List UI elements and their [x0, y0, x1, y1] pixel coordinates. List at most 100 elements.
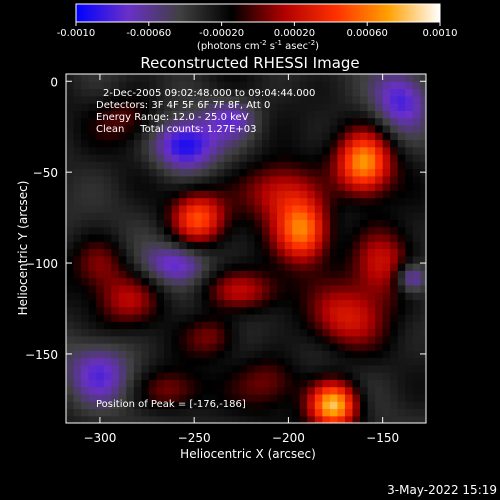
heatmap-cell	[186, 103, 195, 111]
heatmap-cell	[412, 372, 421, 380]
heatmap-cell	[375, 233, 384, 242]
heatmap-cell	[307, 139, 316, 148]
heatmap-cell	[299, 233, 308, 242]
heatmap-cell	[262, 299, 271, 308]
heatmap-cell	[73, 88, 82, 97]
heatmap-cell	[307, 372, 316, 380]
heatmap-cell	[179, 190, 188, 199]
heatmap-cell	[209, 408, 218, 417]
heatmap-cell	[81, 408, 90, 417]
heatmap-cell	[66, 139, 75, 148]
heatmap-cell	[269, 335, 278, 344]
heatmap-cell	[209, 343, 218, 351]
heatmap-cell	[412, 168, 421, 177]
heatmap-cell	[405, 110, 414, 119]
heatmap-cell	[390, 415, 399, 423]
heatmap-cell	[133, 88, 142, 97]
heatmap-cell	[216, 132, 225, 141]
heatmap-cell	[284, 132, 293, 141]
heatmap-cell	[254, 408, 263, 417]
heatmap-cell	[133, 292, 142, 300]
heatmap-cell	[352, 110, 361, 119]
heatmap-cell	[262, 335, 271, 344]
heatmap-cell	[186, 350, 195, 359]
heatmap-cell	[239, 197, 248, 206]
heatmap-cell	[133, 335, 142, 344]
heatmap-cell	[420, 197, 426, 206]
heatmap-cell	[88, 364, 97, 373]
heatmap-cell	[179, 313, 188, 322]
heatmap-cell	[216, 292, 225, 300]
heatmap-cell	[375, 103, 384, 111]
heatmap-cell	[231, 321, 240, 330]
heatmap-cell	[367, 132, 376, 141]
heatmap-cell	[262, 364, 271, 373]
heatmap-cell	[88, 74, 97, 82]
heatmap-cell	[126, 386, 135, 395]
heatmap-cell	[269, 306, 278, 315]
heatmap-cell	[118, 372, 127, 380]
heatmap-cell	[344, 379, 354, 388]
heatmap-cell	[375, 328, 384, 337]
heatmap-cell	[367, 248, 376, 257]
heatmap-cell	[224, 335, 233, 344]
heatmap-cell	[209, 168, 218, 177]
heatmap-cell	[292, 379, 301, 388]
heatmap-cell	[148, 233, 158, 242]
heatmap-cell	[382, 306, 391, 315]
heatmap-cell	[352, 408, 361, 417]
heatmap-cell	[420, 190, 426, 199]
heatmap-cell	[216, 241, 225, 250]
heatmap-cell	[314, 299, 323, 308]
heatmap-cell	[322, 233, 331, 242]
heatmap-cell	[405, 277, 414, 286]
heatmap-cell	[254, 124, 263, 133]
heatmap-cell	[88, 212, 97, 221]
heatmap-cell	[126, 88, 135, 97]
heatmap-cell	[344, 74, 354, 82]
heatmap-cell	[284, 95, 293, 104]
heatmap-cell	[224, 328, 233, 337]
heatmap-cell	[103, 255, 112, 264]
heatmap-cell	[375, 241, 384, 250]
heatmap-cell	[352, 277, 361, 286]
heatmap-cell	[352, 197, 361, 206]
heatmap-cell	[405, 233, 414, 242]
heatmap-cell	[337, 401, 346, 410]
heatmap-cell	[375, 335, 384, 344]
heatmap-cell	[405, 88, 414, 97]
heatmap-cell	[141, 197, 150, 206]
heatmap-cell	[96, 270, 105, 279]
heatmap-cell	[397, 139, 406, 148]
heatmap-cell	[360, 146, 369, 155]
heatmap-cell	[201, 139, 210, 148]
heatmap-cell	[111, 364, 120, 373]
heatmap-cell	[209, 306, 218, 315]
heatmap-cell	[118, 117, 127, 126]
heatmap-cell	[405, 299, 414, 308]
heatmap-cell	[81, 219, 90, 228]
heatmap-cell	[382, 313, 391, 322]
heatmap-cell	[269, 357, 278, 366]
heatmap-cell	[73, 321, 82, 330]
heatmap-cell	[344, 175, 354, 184]
heatmap-cell	[352, 335, 361, 344]
heatmap-cell	[307, 415, 316, 423]
heatmap-cell	[81, 153, 90, 162]
heatmap-cell	[352, 328, 361, 337]
heatmap-cell	[73, 175, 82, 184]
heatmap-cell	[375, 313, 384, 322]
heatmap-cell	[344, 233, 354, 242]
heatmap-cell	[179, 306, 188, 315]
heatmap-cell	[382, 74, 391, 82]
x-tick-label: −300	[83, 431, 116, 445]
heatmap-cell	[307, 306, 316, 315]
heatmap-cell	[420, 401, 426, 410]
heatmap-cell	[412, 401, 421, 410]
heatmap-cell	[390, 393, 399, 402]
heatmap-cell	[292, 153, 301, 162]
heatmap-cell	[246, 379, 256, 388]
heatmap-cell	[382, 335, 391, 344]
heatmap-cell	[201, 364, 210, 373]
heatmap-cell	[133, 190, 142, 199]
